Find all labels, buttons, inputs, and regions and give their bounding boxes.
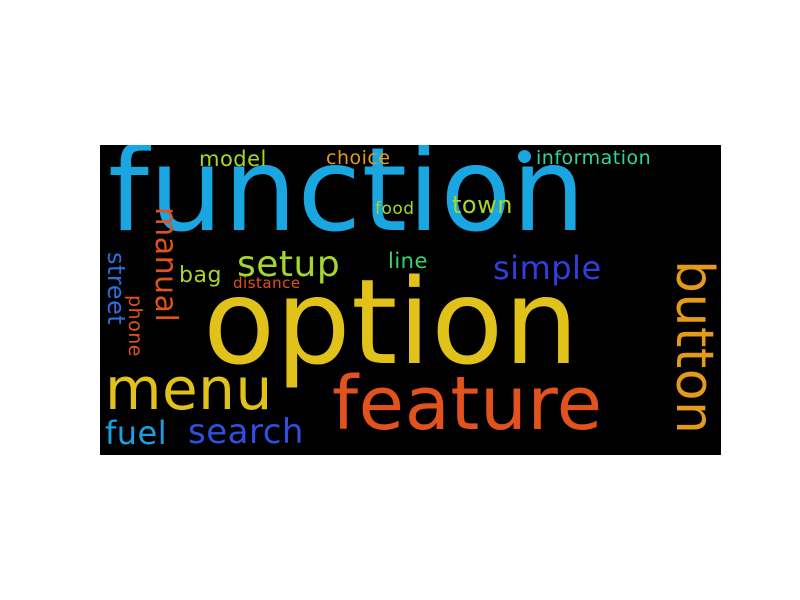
word-cloud: function option feature menu button setu… bbox=[100, 145, 721, 455]
word-line: line bbox=[388, 249, 428, 273]
word-town: town bbox=[452, 191, 513, 219]
word-phone: phone bbox=[124, 295, 146, 357]
word-search: search bbox=[188, 412, 304, 452]
dot-mark bbox=[518, 150, 531, 163]
word-food: food bbox=[375, 199, 415, 219]
word-feature: feature bbox=[332, 361, 603, 447]
word-button: button bbox=[664, 260, 721, 435]
word-manual: manual bbox=[148, 207, 183, 323]
word-setup: setup bbox=[237, 244, 341, 285]
word-choice: choice bbox=[326, 147, 391, 169]
word-menu: menu bbox=[105, 355, 273, 423]
word-information: information bbox=[536, 147, 652, 169]
word-distance: distance bbox=[233, 274, 301, 292]
word-function: function bbox=[108, 145, 586, 258]
word-fuel: fuel bbox=[105, 414, 168, 452]
word-model: model bbox=[199, 147, 267, 171]
word-option: option bbox=[203, 253, 580, 391]
word-simple: simple bbox=[493, 249, 602, 287]
word-bag: bag bbox=[179, 263, 222, 288]
